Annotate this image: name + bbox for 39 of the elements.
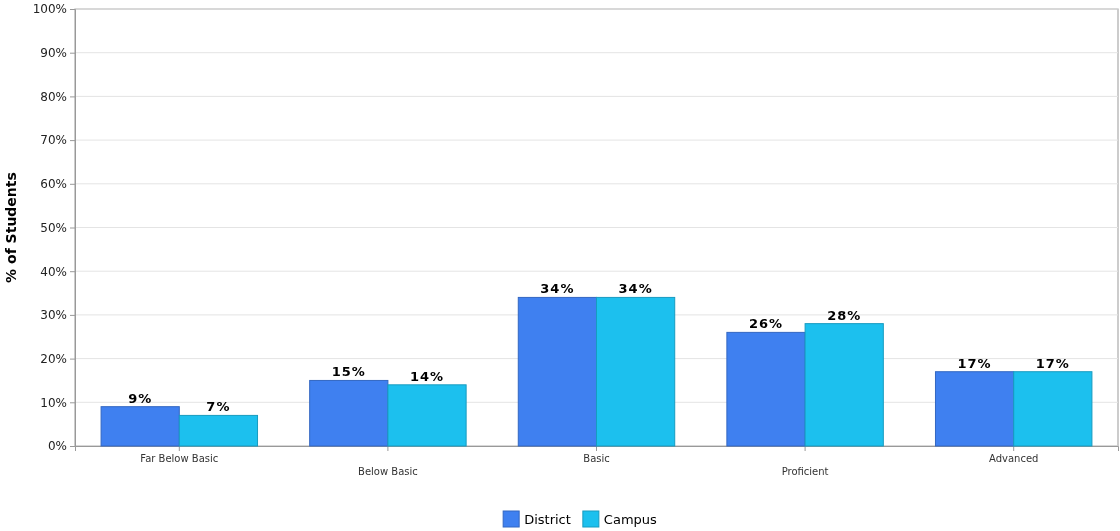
x-tick-label: Advanced (989, 453, 1039, 464)
y-tick-label: 100% (32, 2, 67, 17)
bar (804, 323, 884, 447)
bar (309, 379, 389, 447)
y-tick-label: 80% (40, 89, 67, 104)
data-label: 14% (409, 368, 445, 384)
data-label: 17% (1035, 355, 1070, 371)
bar (596, 296, 676, 447)
y-axis-title: % of Students (3, 172, 19, 283)
y-tick-label: 20% (40, 351, 67, 366)
y-tick-label: 50% (40, 220, 67, 235)
bar (517, 296, 597, 447)
bar (726, 331, 806, 447)
bar (1013, 371, 1093, 447)
bar (387, 384, 467, 447)
x-tick-label: Far Below Basic (140, 453, 219, 464)
bar (178, 414, 259, 447)
x-tick-label: Proficient (781, 466, 829, 477)
data-label: 7% (206, 399, 231, 415)
y-tick-label: 70% (40, 133, 67, 148)
legend-label: Campus (603, 512, 658, 527)
x-tick-label: Basic (583, 453, 610, 464)
data-label: 34% (618, 281, 653, 297)
y-tick-label: 60% (40, 177, 67, 192)
y-tick-label: 0% (47, 439, 67, 454)
data-label: 9% (128, 390, 153, 406)
legend-label: District (524, 512, 571, 527)
data-label: 17% (957, 355, 992, 371)
data-label: 26% (748, 316, 784, 332)
bar (100, 406, 180, 447)
data-label: 28% (827, 307, 862, 323)
data-label: 15% (331, 364, 366, 380)
bar (934, 371, 1015, 447)
y-tick-label: 10% (40, 395, 67, 410)
y-tick-label: 90% (40, 46, 67, 61)
x-tick-label: Below Basic (358, 466, 418, 477)
y-tick-label: 40% (40, 264, 67, 279)
y-tick-label: 30% (40, 308, 67, 323)
data-label: 34% (540, 281, 575, 297)
